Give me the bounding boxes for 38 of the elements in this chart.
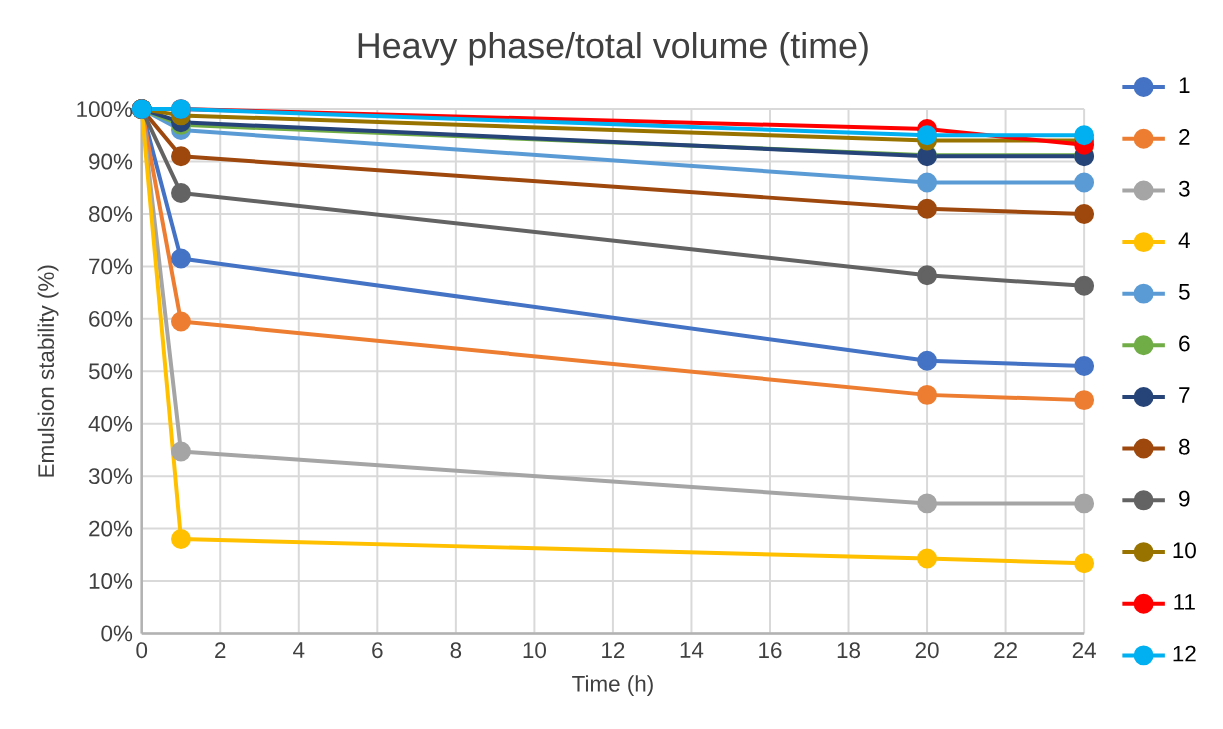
- y-tick-label: 20%: [89, 520, 133, 537]
- x-tick-label: 2: [215, 642, 226, 658]
- x-tick-label: 10: [523, 642, 546, 659]
- legend-label: 9: [1179, 490, 1190, 507]
- legend-label: 1: [1179, 77, 1190, 93]
- x-tick-label: 18: [837, 642, 860, 659]
- x-tick-label: 12: [602, 642, 625, 658]
- legend-label: 8: [1179, 438, 1190, 455]
- x-tick-label: 20: [915, 642, 939, 659]
- y-tick-label: 0%: [101, 625, 133, 642]
- x-tick-label: 6: [372, 642, 383, 659]
- y-tick-label: 100%: [77, 101, 133, 118]
- chart-title: Heavy phase/total volume (time): [358, 31, 868, 66]
- y-tick-label: 30%: [88, 468, 133, 485]
- legend-label: 3: [1178, 180, 1190, 197]
- y-tick-label: 10%: [89, 573, 133, 589]
- y-tick-label: 60%: [89, 310, 133, 327]
- x-tick-label: 14: [680, 642, 704, 658]
- legend-label: 5: [1178, 284, 1190, 300]
- x-tick-label: 22: [994, 642, 1017, 658]
- y-tick-label: 70%: [89, 258, 133, 275]
- x-tick-label: 0: [136, 642, 148, 659]
- y-tick-label: 90%: [89, 153, 133, 170]
- y-axis-title: Emulsion stability (%): [37, 265, 59, 477]
- legend-label: 10: [1173, 542, 1196, 559]
- legend-label: 11: [1174, 594, 1195, 610]
- x-tick-label: 4: [293, 642, 305, 658]
- y-tick-label: 50%: [88, 363, 133, 380]
- legend-label: 7: [1179, 387, 1190, 403]
- legend-label: 2: [1179, 128, 1190, 145]
- y-tick-label: 40%: [88, 415, 133, 432]
- x-tick-label: 8: [450, 642, 462, 659]
- x-tick-label: 24: [1072, 642, 1096, 658]
- legend-label: 6: [1179, 335, 1190, 352]
- x-tick-label: 16: [759, 642, 782, 659]
- y-tick-label: 80%: [89, 205, 133, 222]
- legend-label: 4: [1178, 232, 1190, 248]
- x-axis-title: Time (h): [572, 675, 653, 697]
